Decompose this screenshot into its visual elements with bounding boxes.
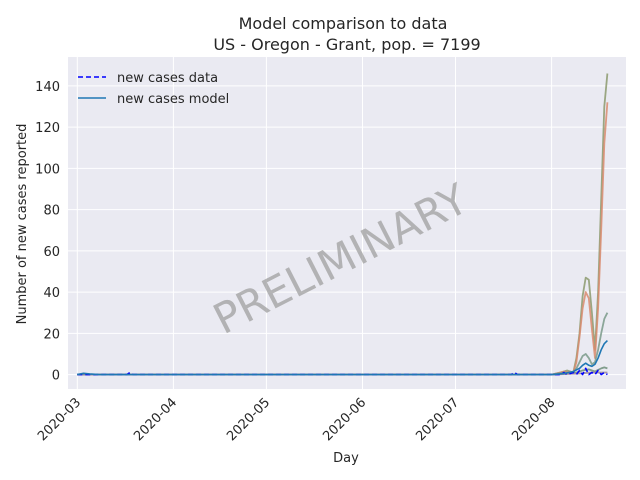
legend-entry-data: new cases data bbox=[117, 71, 218, 86]
y-tick-label: 40 bbox=[43, 286, 60, 301]
chart-subtitle: US - Oregon - Grant, pop. = 7199 bbox=[213, 35, 480, 54]
y-tick-label: 0 bbox=[52, 369, 60, 384]
series-line bbox=[77, 367, 608, 376]
x-axis-label: Day bbox=[333, 451, 359, 466]
grid bbox=[68, 57, 626, 389]
y-tick-label: 100 bbox=[35, 162, 60, 177]
legend: new cases data new cases model bbox=[78, 71, 229, 107]
y-tick-label: 60 bbox=[43, 245, 60, 260]
chart-title: Model comparison to data bbox=[239, 14, 448, 33]
y-tick-label: 20 bbox=[43, 327, 60, 342]
y-tick-label: 80 bbox=[43, 204, 60, 219]
y-tick-label: 140 bbox=[35, 80, 60, 95]
legend-entry-model: new cases model bbox=[117, 92, 229, 107]
y-tick-label: 120 bbox=[35, 121, 60, 136]
series-line bbox=[77, 339, 608, 376]
series-layer bbox=[77, 73, 609, 376]
y-tick-labels: 0 20 40 60 80 100 120 140 bbox=[35, 80, 60, 384]
y-axis-label: Number of new cases reported bbox=[15, 124, 30, 325]
